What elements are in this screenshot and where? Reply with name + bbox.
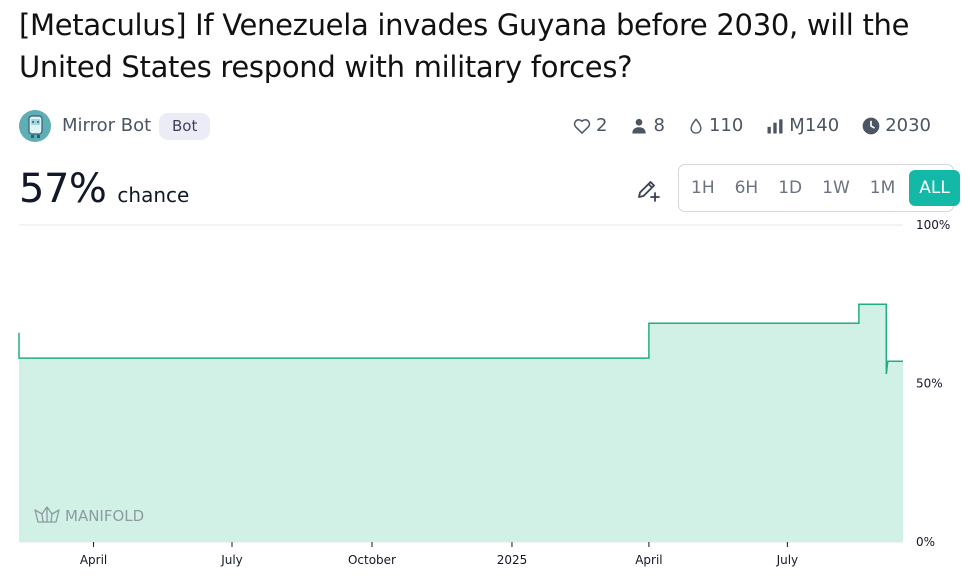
droplet-icon [690,118,702,134]
pencil-plus-icon [638,181,660,202]
bot-badge: Bot [159,113,211,140]
liquidity-amount: 110 [708,115,744,136]
likes-count: 2 [596,115,608,136]
liquidity-stat[interactable]: 110 [687,115,743,136]
time-range-selector: 1H 6H 1D 1W 1M ALL [678,164,960,212]
probability-display: 57% chance [19,166,189,212]
volume-amount: Ɱ140 [789,115,840,136]
x-tick-label: 2025 [497,553,528,567]
y-tick-label: 0% [916,535,935,549]
probability-line [18,303,903,375]
range-all-button[interactable]: ALL [909,170,960,206]
user-icon [632,118,647,133]
market-meta-row: Mirror Bot Bot 2 8 110 Ɱ140 2030 [19,110,931,144]
range-1m-button[interactable]: 1M [869,178,896,198]
bot-avatar-icon[interactable] [19,110,51,142]
range-6h-button[interactable]: 6H [734,178,759,198]
heart-icon [573,118,591,134]
x-tick-label: July [220,553,243,567]
edit-button[interactable] [634,176,662,204]
y-tick-label: 100% [916,218,950,232]
range-1h-button[interactable]: 1H [691,178,715,198]
author-name[interactable]: Mirror Bot [62,115,152,136]
probability-area [19,304,903,542]
bar-chart-icon [767,118,783,133]
y-tick-label: 50% [916,377,943,391]
market-stats: 2 8 110 Ɱ140 2030 [572,115,931,136]
watermark-text: MANIFOLD [65,507,144,525]
range-1d-button[interactable]: 1D [778,178,803,198]
probability-value: 57% [19,166,107,212]
x-tick-label: October [348,553,396,567]
x-tick-label: April [635,553,662,567]
traders-stat[interactable]: 8 [629,115,665,136]
volume-stat[interactable]: Ɱ140 [765,115,839,136]
traders-count: 8 [653,115,665,136]
x-tick-label: July [776,553,799,567]
range-1w-button[interactable]: 1W [822,178,850,198]
close-date: 2030 [885,115,931,136]
manifold-watermark: MANIFOLD [34,506,144,525]
manifold-logo-icon [34,506,60,523]
probability-label: chance [117,183,190,207]
close-date-stat[interactable]: 2030 [861,115,931,136]
likes-stat[interactable]: 2 [572,115,607,136]
x-tick-label: April [80,553,107,567]
question-title: [Metaculus] If Venezuela invades Guyana … [19,8,910,84]
clock-icon [862,117,880,134]
